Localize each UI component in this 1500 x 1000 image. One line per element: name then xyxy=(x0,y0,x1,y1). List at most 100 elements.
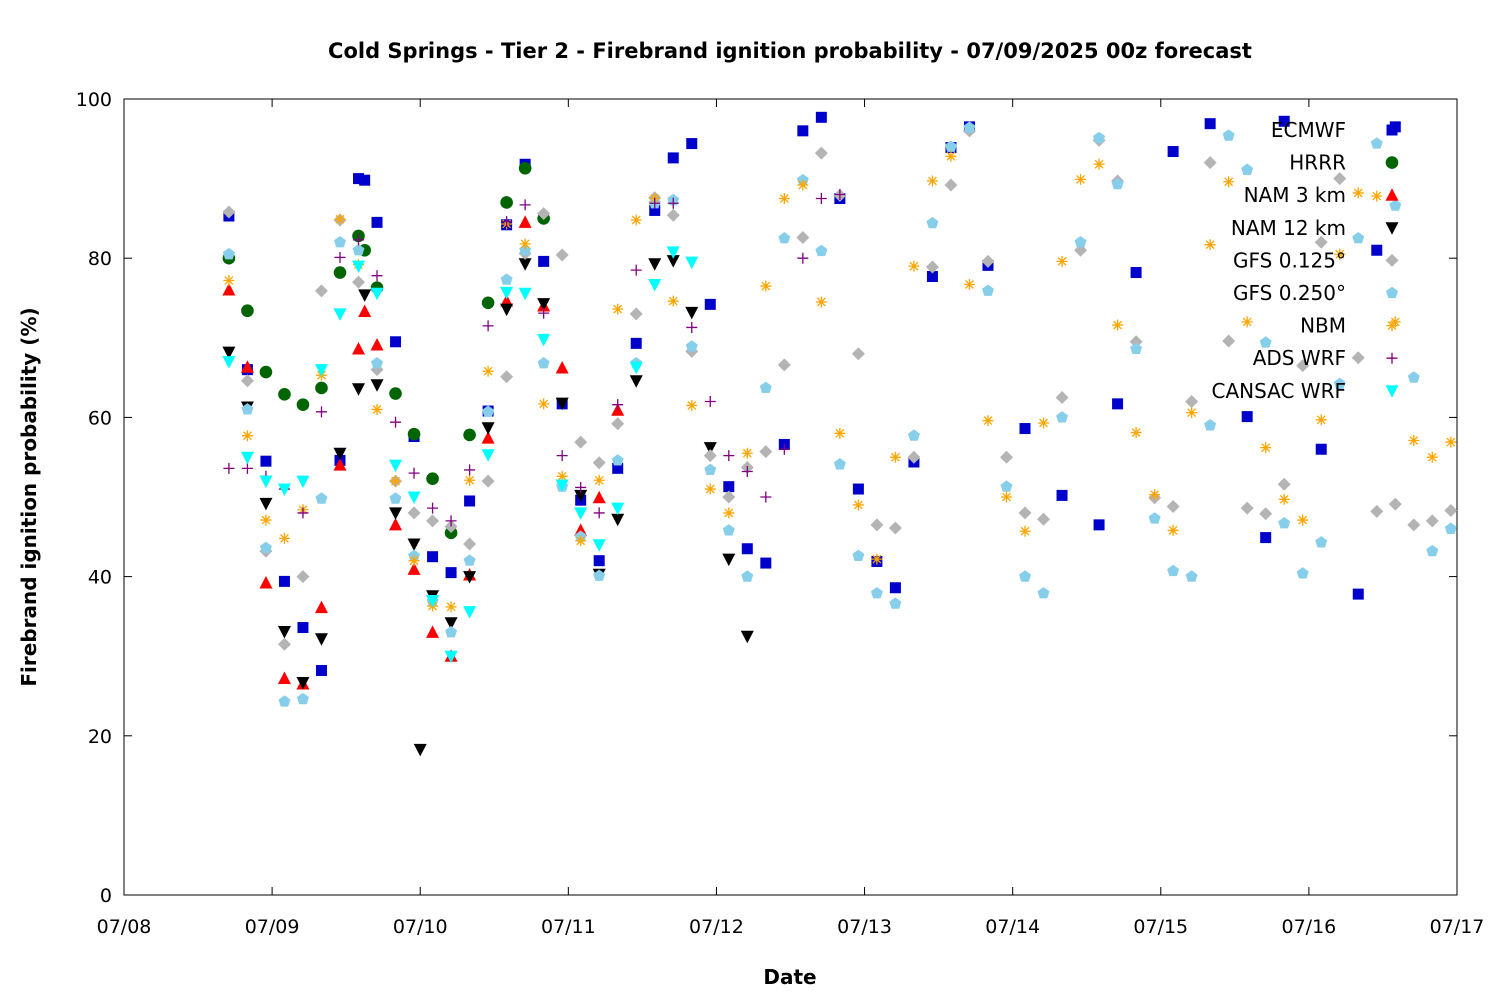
data-point xyxy=(1130,267,1142,279)
data-point xyxy=(815,244,828,257)
data-point xyxy=(629,307,643,321)
data-point xyxy=(1223,176,1235,188)
legend-marker xyxy=(1385,253,1399,267)
data-point xyxy=(389,459,403,473)
legend: ECMWF HRRR NAM 3 km NAM 12 km GFS 0.125° GFS … xyxy=(1211,118,1399,403)
data-point xyxy=(277,626,291,639)
data-point xyxy=(1388,497,1402,511)
data-point xyxy=(686,138,698,150)
y-tick-label: 100 xyxy=(76,89,112,111)
data-point xyxy=(778,232,791,244)
data-point xyxy=(1240,501,1254,515)
data-point xyxy=(741,447,753,459)
data-point xyxy=(852,483,864,495)
x-tick-label: 07/12 xyxy=(689,916,744,938)
data-point xyxy=(371,403,383,415)
data-point xyxy=(1148,512,1161,524)
data-point xyxy=(1371,244,1383,256)
data-point xyxy=(814,146,828,160)
data-point xyxy=(277,671,291,684)
data-point xyxy=(296,570,310,584)
data-point xyxy=(314,633,328,646)
data-point xyxy=(666,208,680,222)
data-point xyxy=(426,514,440,528)
data-point xyxy=(463,537,477,551)
data-point xyxy=(296,692,309,705)
data-point xyxy=(222,283,236,296)
data-point xyxy=(278,575,290,587)
data-point xyxy=(482,405,495,417)
data-point xyxy=(1241,163,1254,175)
x-tick-label: 07/10 xyxy=(393,916,448,938)
legend-label: CANSAC WRF xyxy=(1211,379,1346,403)
data-point xyxy=(445,626,458,638)
data-point xyxy=(390,475,402,487)
data-point xyxy=(797,179,809,191)
data-point xyxy=(592,539,606,552)
data-point xyxy=(1167,564,1180,577)
data-point xyxy=(223,462,235,474)
legend-label: GFS 0.250° xyxy=(1233,281,1346,305)
data-point xyxy=(556,450,568,462)
data-point xyxy=(500,273,513,285)
data-point xyxy=(426,625,440,638)
legend-marker xyxy=(1385,222,1399,235)
data-point xyxy=(703,442,717,455)
data-point xyxy=(777,358,791,372)
data-point xyxy=(1297,514,1309,526)
data-point xyxy=(815,193,827,204)
data-point xyxy=(1315,536,1328,548)
data-point xyxy=(1037,512,1051,526)
data-point xyxy=(797,252,809,264)
data-point xyxy=(371,356,384,369)
series-ads-wrf xyxy=(223,189,846,527)
x-tick-label: 07/11 xyxy=(541,916,596,938)
data-point xyxy=(741,570,754,582)
data-point xyxy=(944,140,957,152)
data-point xyxy=(240,451,254,465)
data-point xyxy=(481,449,495,462)
data-point xyxy=(1314,235,1328,249)
data-point xyxy=(1278,493,1290,505)
data-point xyxy=(1425,514,1439,528)
data-point xyxy=(648,258,662,271)
data-point xyxy=(359,174,371,186)
series-nam-3-km xyxy=(222,215,625,690)
data-point xyxy=(537,333,551,347)
data-point xyxy=(519,238,531,250)
data-point xyxy=(370,379,384,392)
data-point xyxy=(889,582,901,594)
data-point xyxy=(741,466,753,478)
data-point xyxy=(1333,172,1347,186)
data-point xyxy=(1112,398,1124,410)
data-point xyxy=(1055,391,1069,404)
data-point xyxy=(463,554,476,566)
data-point xyxy=(518,161,532,175)
data-point xyxy=(259,575,273,589)
data-point xyxy=(685,340,698,352)
data-point xyxy=(481,296,495,310)
data-point xyxy=(222,356,236,369)
data-point xyxy=(630,264,642,276)
data-point xyxy=(1019,570,1031,582)
y-tick-label: 20 xyxy=(88,726,112,748)
data-point xyxy=(277,637,291,651)
data-point xyxy=(629,361,643,375)
data-point xyxy=(1167,146,1179,158)
data-point xyxy=(500,303,514,317)
data-point xyxy=(1074,235,1087,248)
data-point xyxy=(463,428,476,442)
data-point xyxy=(852,499,864,511)
series-gfs-0-250- xyxy=(222,121,1457,707)
data-point xyxy=(574,435,588,449)
data-point xyxy=(592,490,606,504)
data-point xyxy=(1241,316,1253,328)
legend-label: NAM 12 km xyxy=(1231,216,1346,240)
data-point xyxy=(944,178,958,192)
x-axis-label: Date xyxy=(763,965,816,989)
y-tick-label: 60 xyxy=(88,407,112,429)
data-point xyxy=(575,481,587,493)
data-point xyxy=(722,524,735,536)
data-point xyxy=(1056,489,1068,501)
data-point xyxy=(870,518,884,532)
